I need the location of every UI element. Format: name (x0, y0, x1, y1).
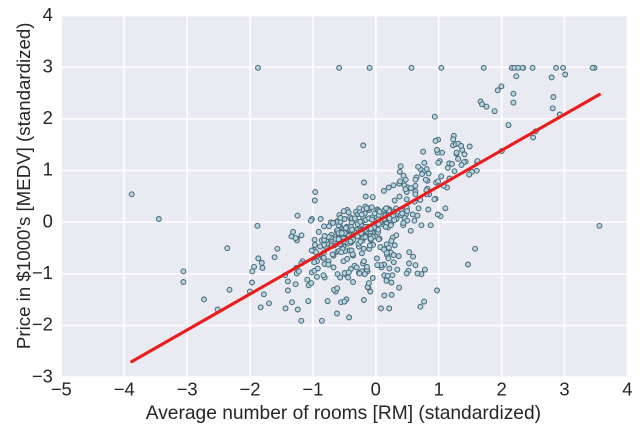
svg-text:−1: −1 (32, 262, 53, 283)
svg-text:2: 2 (496, 379, 506, 400)
svg-text:Price in $1000's [MEDV] (stand: Price in $1000's [MEDV] (standardized) (13, 23, 34, 350)
svg-text:0: 0 (371, 379, 381, 400)
svg-text:−2: −2 (32, 314, 53, 335)
svg-text:3: 3 (43, 56, 53, 77)
svg-text:0: 0 (43, 210, 53, 231)
svg-text:2: 2 (43, 107, 53, 128)
svg-text:4: 4 (622, 379, 632, 400)
svg-text:1: 1 (43, 159, 53, 180)
svg-text:1: 1 (434, 379, 444, 400)
svg-text:4: 4 (43, 4, 53, 25)
svg-text:−3: −3 (32, 365, 53, 386)
svg-text:−4: −4 (114, 379, 135, 400)
svg-text:3: 3 (559, 379, 569, 400)
svg-text:Average number of rooms [RM] (: Average number of rooms [RM] (standardiz… (146, 403, 541, 424)
svg-text:−1: −1 (302, 379, 323, 400)
svg-text:−5: −5 (51, 379, 72, 400)
svg-text:−3: −3 (177, 379, 198, 400)
svg-text:−2: −2 (240, 379, 261, 400)
